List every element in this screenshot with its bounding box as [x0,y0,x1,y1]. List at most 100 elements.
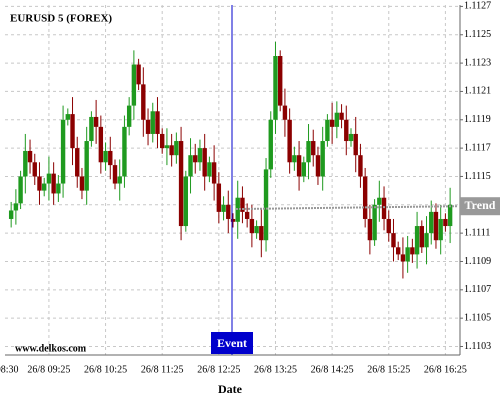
candle-body [136,64,141,85]
candle-body [174,141,179,156]
candle-body [278,56,283,106]
candle-body [263,169,269,241]
candle-body [315,155,321,177]
candle-body [372,204,377,241]
candle-body [353,133,358,156]
candle-body [306,141,311,163]
candle-body [141,84,146,120]
candle-body [207,162,212,177]
y-tick-label: 1.1105 [464,312,491,323]
candle-body [23,150,28,177]
candle-body [70,114,75,149]
y-tick-label: 1.1109 [464,256,491,267]
candle-body [358,155,363,177]
candle-body [60,119,66,184]
candle-body [51,173,56,194]
candle-body [131,64,137,106]
candle-body [193,155,198,163]
y-tick-label: 1.1125 [464,29,491,40]
candle-body [254,226,259,234]
candle-body [273,56,278,120]
candle-body [89,116,94,142]
candle-body [240,197,245,212]
candle-body [18,176,23,204]
candle-body [112,165,118,184]
candle-body [75,148,80,177]
candle-body [155,111,160,134]
x-tick-label: 26/8 08:30 [0,364,19,375]
event-box [211,332,253,354]
candle-body [367,218,373,241]
candle-body [230,218,236,222]
candle-body [27,150,33,163]
candle-body [410,247,415,255]
candle-body [311,141,316,156]
y-tick-label: 1.1117 [464,142,491,153]
candle-body [122,126,127,177]
candle-body [348,133,354,142]
candle-body [150,111,155,134]
candle-body [325,119,330,142]
candle-body [414,226,420,255]
candle-body [438,218,443,241]
candle-body [249,218,255,234]
candle-body [405,247,410,262]
candle-body [396,247,401,255]
trend-label: Trend [465,198,496,212]
y-tick-label: 1.1111 [464,227,490,238]
x-tick-label: 26/8 10:25 [84,364,127,375]
x-tick-label: 26/8 14:25 [311,364,354,375]
candle-body [362,176,368,219]
candle-body [433,211,439,241]
candle-body [98,126,104,163]
candle-body [334,112,340,127]
candle-body [344,119,349,142]
candle-body [282,105,288,120]
x-tick-label: 26/8 13:25 [254,364,297,375]
candle-body [221,204,226,212]
candle-body [164,145,170,149]
candle-body [381,197,387,219]
candle-body [84,141,89,191]
candle-body [447,204,453,227]
candle-body [301,162,306,177]
y-tick-label: 1.1121 [464,86,491,97]
y-tick-label: 1.1119 [464,114,491,125]
y-tick-label: 1.1123 [464,57,491,68]
candle-body [429,211,434,234]
y-tick-label: 1.1127 [464,1,491,12]
trend-box [460,197,500,216]
candle-body [46,173,52,184]
candle-body [79,176,85,191]
x-tick-label: 26/8 16:25 [424,364,467,375]
candle-body [339,112,344,120]
candle-body [8,210,14,219]
candle-body [211,162,217,184]
candle-body [268,119,273,170]
candle-body [226,204,231,219]
candle-body [391,233,396,248]
candle-body [13,203,19,211]
candle-body [292,155,297,163]
candle-body [244,211,250,219]
candle-body [169,145,174,156]
candle-body [108,150,113,166]
x-tick-label: 26/8 15:25 [367,364,410,375]
x-axis-label: Date [218,382,243,396]
y-tick-label: 1.1103 [464,341,491,352]
candle-body [386,218,391,234]
candle-body [188,155,193,177]
candle-body [259,226,264,241]
candle-body [183,176,188,227]
candle-body [126,105,132,127]
candle-body [37,176,42,191]
event-label: Event [217,336,247,350]
chart-title: EURUSD 5 (FOREX) [10,13,112,25]
candle-body [93,116,99,127]
x-tick-label: 26/8 09:25 [27,364,70,375]
candle-body [117,176,122,184]
candle-body [320,141,325,177]
candle-body [443,218,448,227]
watermark: www.delkos.com [15,343,87,354]
